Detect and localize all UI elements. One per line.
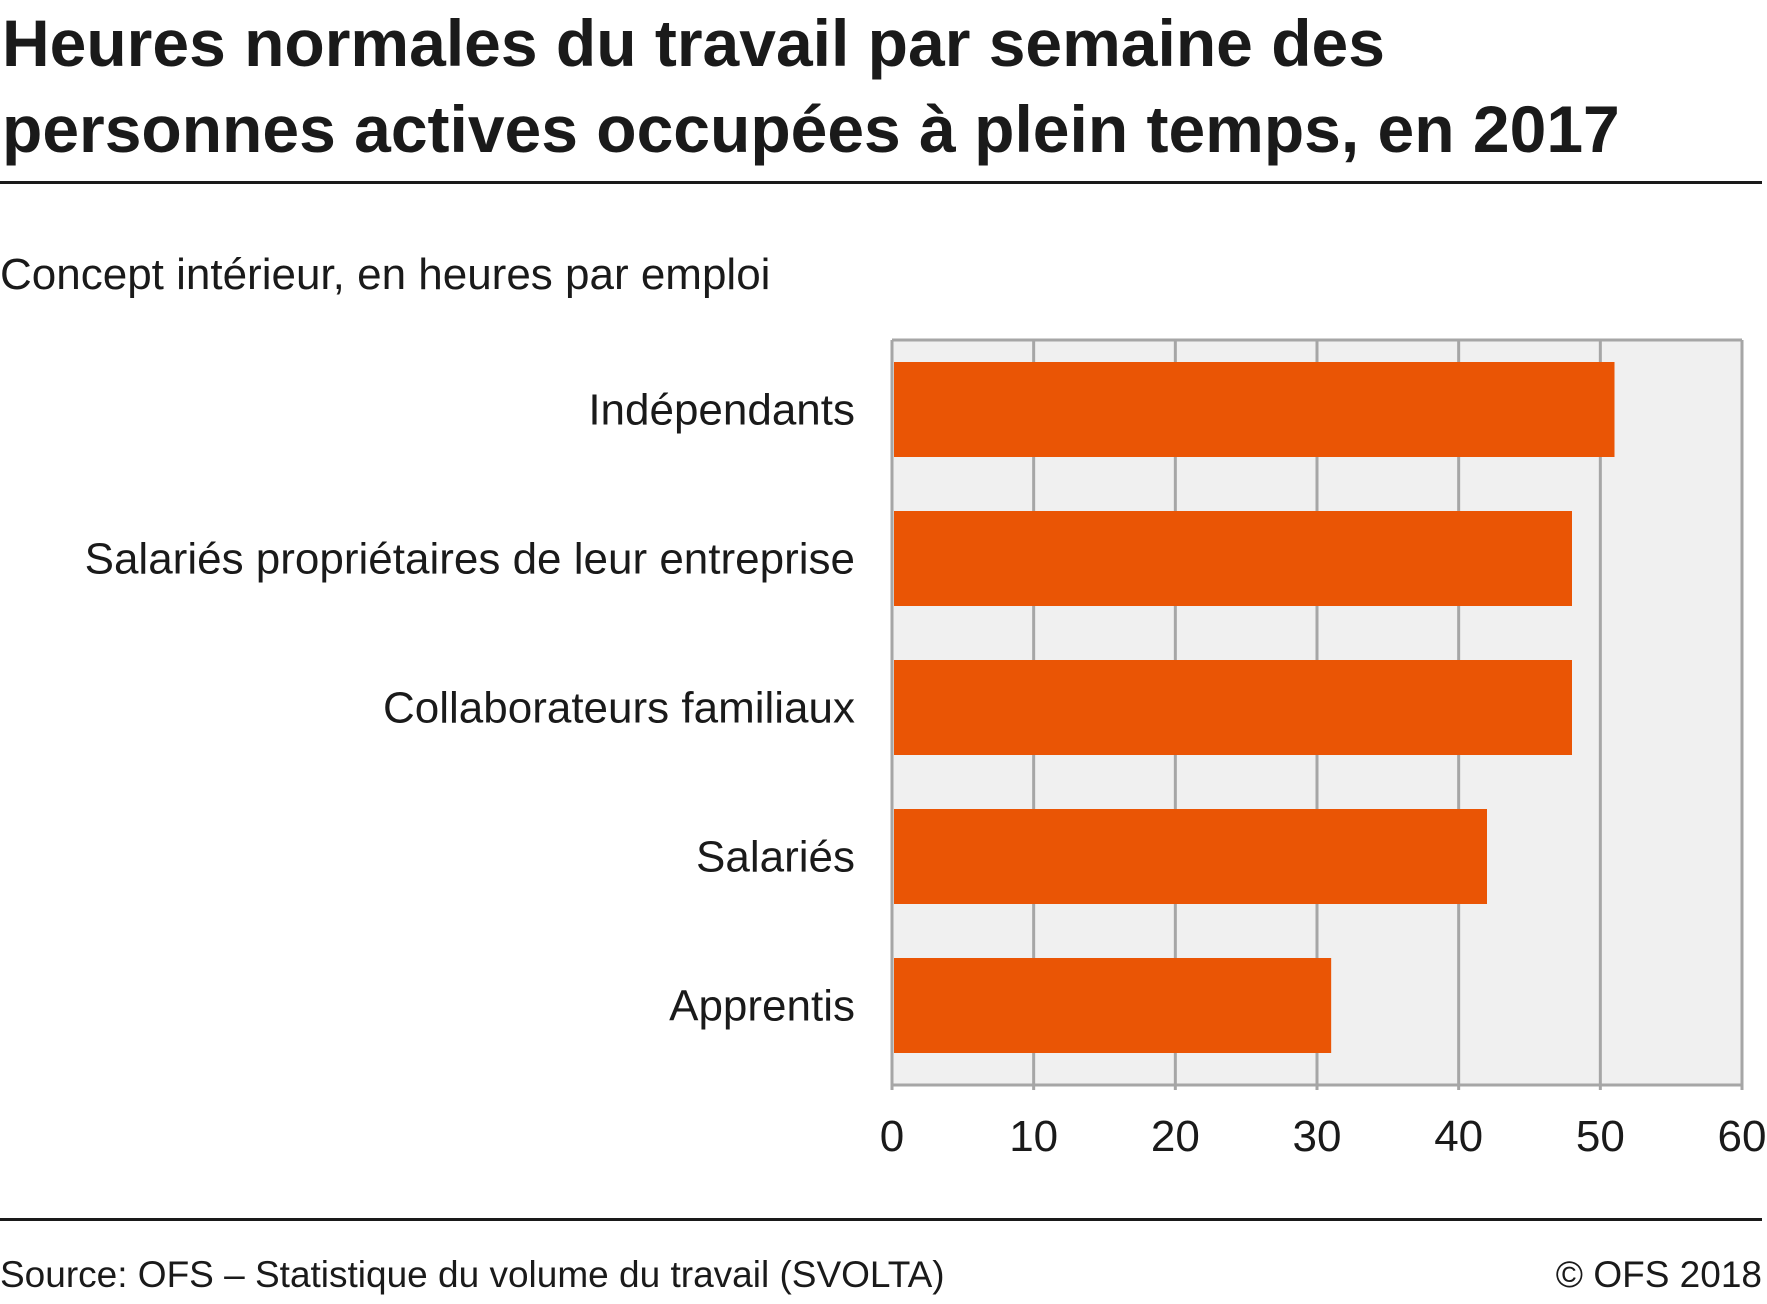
bar bbox=[894, 511, 1572, 606]
x-tick-labels: 0 10 20 30 40 50 60 bbox=[880, 1112, 1767, 1161]
category-label: Indépendants bbox=[588, 386, 855, 435]
category-labels: Indépendants Salariés propriétaires de le… bbox=[85, 386, 855, 1031]
x-tick-label: 0 bbox=[880, 1112, 904, 1161]
x-tick-label: 50 bbox=[1576, 1112, 1625, 1161]
bar bbox=[894, 809, 1487, 904]
bars-group bbox=[894, 362, 1615, 1053]
x-tick-label: 10 bbox=[1009, 1112, 1058, 1161]
x-tick-label: 60 bbox=[1718, 1112, 1767, 1161]
category-label: Collaborateurs familiaux bbox=[383, 684, 855, 733]
source-note: Source: OFS – Statistique du volume du t… bbox=[0, 1254, 945, 1295]
chart-title: Heures normales du travail par semaine d… bbox=[2, 6, 1620, 166]
category-label: Salariés bbox=[696, 833, 855, 882]
category-label: Apprentis bbox=[669, 982, 855, 1031]
title-divider bbox=[0, 181, 1762, 184]
x-tick-label: 20 bbox=[1151, 1112, 1200, 1161]
footer-divider bbox=[0, 1218, 1762, 1221]
x-tick-label: 40 bbox=[1434, 1112, 1483, 1161]
bar bbox=[894, 660, 1572, 755]
copyright-note: © OFS 2018 bbox=[1555, 1254, 1762, 1295]
x-tick-label: 30 bbox=[1293, 1112, 1342, 1161]
category-label: Salariés propriétaires de leur entrepris… bbox=[85, 535, 855, 584]
bar bbox=[894, 958, 1332, 1053]
bar bbox=[894, 362, 1615, 457]
chart-subtitle: Concept intérieur, en heures par emploi bbox=[0, 250, 771, 299]
